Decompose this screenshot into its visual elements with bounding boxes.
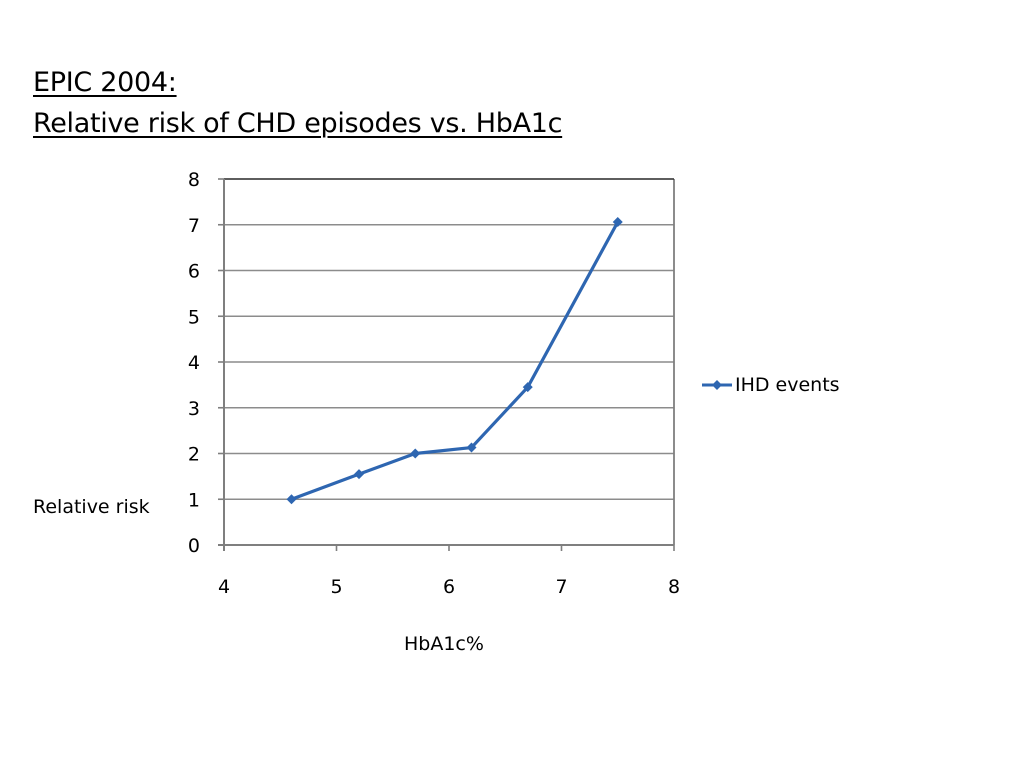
data-point-diamond-marker	[410, 448, 421, 459]
data-series-ihd-events	[286, 217, 623, 505]
slide-title-line1: EPIC 2004:	[33, 67, 177, 98]
slide-title-line2: Relative risk of CHD episodes vs. HbA1c	[33, 108, 563, 139]
legend: IHD events	[702, 374, 840, 396]
y-tick-label: 0	[188, 535, 200, 557]
x-axis-tick-labels: 4 5 6 7 8	[218, 545, 680, 598]
x-tick-label: 7	[555, 576, 567, 598]
x-tick-label: 6	[443, 576, 455, 598]
data-point-diamond-marker	[522, 382, 533, 393]
y-tick-label: 7	[188, 215, 200, 237]
y-axis-title: Relative risk	[33, 496, 150, 518]
y-tick-label: 5	[188, 306, 200, 328]
data-point-diamond-marker	[286, 494, 297, 505]
y-tick-label: 6	[188, 261, 200, 283]
y-axis-tick-labels: 0 1 2 3 4 5 6 7 8	[188, 169, 224, 557]
legend-label: IHD events	[735, 374, 840, 396]
series-line	[290, 221, 620, 501]
data-point-diamond-marker	[466, 442, 477, 453]
legend-line-diamond-icon	[702, 380, 732, 390]
x-axis-title: HbA1c%	[404, 633, 484, 655]
axes	[218, 178, 675, 551]
x-tick-label: 8	[668, 576, 680, 598]
slide-title: EPIC 2004: Relative risk of CHD episodes…	[33, 62, 562, 144]
y-tick-label: 1	[188, 489, 200, 511]
y-tick-label: 2	[188, 444, 200, 466]
data-point-diamond-marker	[612, 217, 623, 228]
x-tick-label: 4	[218, 576, 230, 598]
x-tick-label: 5	[330, 576, 342, 598]
y-tick-label: 8	[188, 169, 200, 191]
y-tick-label: 4	[188, 352, 200, 374]
data-point-diamond-marker	[354, 469, 364, 480]
y-tick-label: 3	[188, 398, 200, 420]
